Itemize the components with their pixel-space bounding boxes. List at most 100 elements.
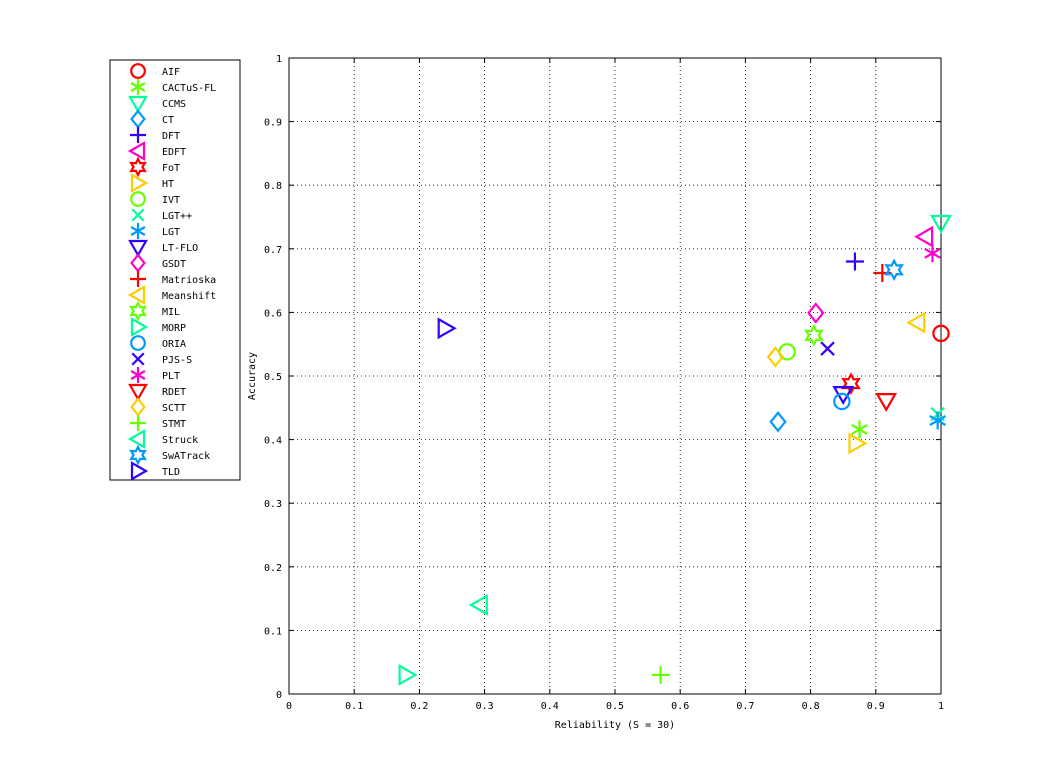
legend-label-lt-flo: LT-FLO xyxy=(162,243,198,254)
x-tick-label: 1 xyxy=(938,701,944,712)
y-tick-label: 0.8 xyxy=(264,181,282,192)
legend-label-sctt: SCTT xyxy=(162,403,186,414)
axis-ticks: 0 0.1 0.2 0.3 0.4 0.5 0.6 0.7 0.8 0.9 1 0 0.1 0.2 0.3 0… xyxy=(264,54,944,712)
legend-label-struck: Struck xyxy=(162,435,198,446)
x-tick-label: 0.6 xyxy=(671,701,689,712)
y-tick-label: 0.2 xyxy=(264,563,282,574)
data-point-mil xyxy=(804,323,824,347)
data-point-ct xyxy=(769,411,787,433)
legend-marker-oria xyxy=(130,335,146,351)
legend: AIF CACTuS-FL CCMS CT DFT EDFT FoT HT IVT LGT++ LG… xyxy=(109,59,241,481)
legend-label-swatrack: SwATrack xyxy=(162,451,210,462)
data-point-ccms xyxy=(930,214,952,234)
legend-marker-plt xyxy=(130,367,146,383)
x-tick-label: 0.3 xyxy=(476,701,494,712)
legend-marker-struck xyxy=(127,429,146,449)
x-tick-label: 0.2 xyxy=(410,701,428,712)
data-point-gsdt xyxy=(807,302,825,324)
x-axis-label: Reliability (S = 30) xyxy=(555,720,675,731)
legend-marker-edft xyxy=(127,141,146,161)
legend-marker-ivt xyxy=(130,191,146,207)
data-point-cactus-fl xyxy=(851,420,868,439)
legend-marker-tld xyxy=(130,461,149,481)
data-point-tld xyxy=(437,317,457,340)
x-tick-label: 0.1 xyxy=(345,701,363,712)
y-tick-label: 0.9 xyxy=(264,118,282,129)
data-points xyxy=(398,214,952,686)
legend-label-gsdt: GSDT xyxy=(162,259,186,270)
legend-marker-cactus-fl xyxy=(130,79,146,95)
data-point-swatrack xyxy=(884,258,904,282)
legend-label-oria: ORIA xyxy=(162,339,186,350)
legend-label-aif: AIF xyxy=(162,67,180,78)
legend-marker-swatrack xyxy=(129,444,147,466)
y-tick-label: 0.4 xyxy=(264,436,282,447)
legend-marker-ht xyxy=(130,173,149,193)
legend-label-matrioska: Matrioska xyxy=(162,275,216,286)
data-point-dft xyxy=(845,252,864,271)
legend-label-cactus-fl: CACTuS-FL xyxy=(162,83,216,94)
data-point-fot xyxy=(841,372,861,395)
y-axis-label: Accuracy xyxy=(247,352,258,400)
legend-marker-mil xyxy=(129,300,147,322)
x-tick-label: 0.4 xyxy=(541,701,559,712)
legend-label-fot: FoT xyxy=(162,163,180,174)
y-tick-label: 0.6 xyxy=(264,308,282,319)
y-tick-label: 0.5 xyxy=(264,372,282,383)
y-tick-label: 0.7 xyxy=(264,245,282,256)
legend-label-stmt: STMT xyxy=(162,419,186,430)
legend-marker-lt-flo xyxy=(128,239,148,258)
data-point-struck xyxy=(468,594,488,616)
data-point-lgt xyxy=(929,411,947,430)
legend-label-ivt: IVT xyxy=(162,195,180,206)
y-tick-label: 0.1 xyxy=(264,626,282,637)
legend-marker-aif xyxy=(130,63,146,79)
legend-marker-rdet xyxy=(128,383,148,402)
legend-label-dft: DFT xyxy=(162,131,180,142)
legend-marker-pjs-s xyxy=(131,352,145,366)
legend-label-ccms: CCMS xyxy=(162,99,186,110)
data-point-sctt xyxy=(766,346,785,368)
y-tick-label: 0 xyxy=(276,690,282,701)
x-tick-label: 0.8 xyxy=(802,701,820,712)
data-point-meanshift xyxy=(906,311,926,334)
grid xyxy=(289,58,941,694)
legend-label-morp: MORP xyxy=(162,323,186,334)
data-point-stmt xyxy=(651,665,670,684)
x-tick-label: 0.5 xyxy=(606,701,624,712)
legend-label-ht: HT xyxy=(162,179,174,190)
legend-label-rdet: RDET xyxy=(162,387,186,398)
y-tick-label: 1 xyxy=(276,54,282,65)
legend-marker-lgt xyxy=(130,223,146,239)
data-point-rdet xyxy=(875,393,898,413)
legend-items: AIF CACTuS-FL CCMS CT DFT EDFT FoT HT IVT LGT++ LG… xyxy=(127,63,216,481)
data-point-pjs-s xyxy=(820,341,835,356)
data-point-plt xyxy=(924,244,941,263)
data-point-oria xyxy=(833,392,851,411)
x-tick-label: 0.9 xyxy=(867,701,885,712)
legend-marker-stmt xyxy=(130,415,146,431)
legend-label-tld: TLD xyxy=(162,467,180,478)
legend-label-lgt-: LGT++ xyxy=(162,211,192,222)
legend-marker-dft xyxy=(130,127,146,143)
legend-marker-lgt- xyxy=(131,208,145,222)
x-tick-label: 0.7 xyxy=(736,701,754,712)
legend-label-edft: EDFT xyxy=(162,147,186,158)
legend-marker-morp xyxy=(130,317,149,337)
data-point-aif xyxy=(932,324,950,343)
legend-box xyxy=(109,59,241,481)
legend-marker-matrioska xyxy=(130,271,146,287)
legend-label-plt: PLT xyxy=(162,371,180,382)
data-point-edft xyxy=(914,225,934,248)
data-point-morp xyxy=(398,664,418,686)
legend-label-lgt: LGT xyxy=(162,227,180,238)
legend-label-ct: CT xyxy=(162,115,174,126)
y-tick-label: 0.3 xyxy=(264,499,282,510)
legend-label-meanshift: Meanshift xyxy=(162,291,216,302)
legend-label-pjs-s: PJS-S xyxy=(162,355,192,366)
legend-marker-meanshift xyxy=(127,285,146,305)
data-point-ht xyxy=(848,432,868,455)
legend-marker-fot xyxy=(129,156,147,178)
legend-label-mil: MIL xyxy=(162,307,180,318)
